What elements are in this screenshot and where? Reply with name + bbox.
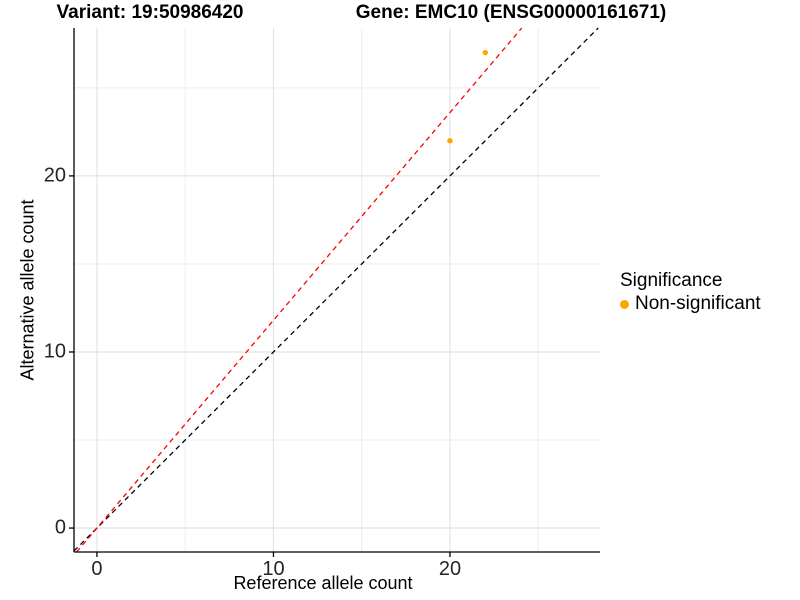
legend-point-icon bbox=[620, 299, 629, 309]
gene-title: Gene: EMC10 (ENSG00000161671) bbox=[355, 2, 667, 23]
fitted-ratio-line bbox=[76, 27, 523, 553]
y-tick-label: 20 bbox=[43, 164, 66, 187]
data-point bbox=[482, 49, 488, 56]
variant-title: Variant: 19:50986420 bbox=[56, 2, 244, 23]
x-axis-label: Reference allele count bbox=[233, 573, 413, 593]
data-point bbox=[447, 137, 453, 144]
legend-item-label: Non-significant bbox=[635, 293, 761, 314]
y-tick-label: 10 bbox=[43, 340, 66, 363]
y-tick-label: 0 bbox=[54, 516, 66, 539]
legend: Significance Non-significant bbox=[620, 270, 761, 315]
identity-line bbox=[73, 27, 599, 552]
x-tick-label: 0 bbox=[91, 558, 103, 580]
x-tick-label: 10 bbox=[262, 558, 285, 580]
legend-item-non-significant: Non-significant bbox=[620, 293, 761, 315]
legend-title: Significance bbox=[620, 270, 723, 291]
x-tick-label: 20 bbox=[438, 558, 462, 580]
